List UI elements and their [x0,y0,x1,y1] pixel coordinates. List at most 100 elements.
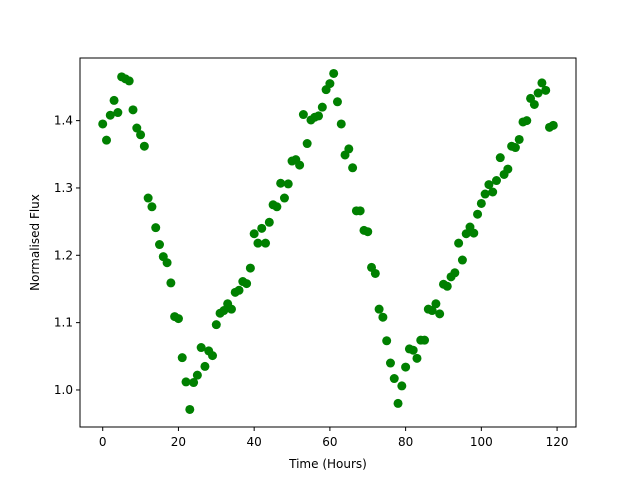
data-point [196,343,206,353]
data-point [173,314,183,324]
data-point [124,76,134,86]
data-point [155,240,165,250]
data-point [109,95,119,105]
data-point [533,88,543,98]
data-point [393,398,403,408]
data-point [495,153,505,163]
data-point [408,345,418,355]
data-point [461,229,471,239]
data-point [317,102,327,112]
data-point [162,258,172,268]
y-tick-label: 1.1 [54,316,73,330]
data-point [234,285,244,295]
data-point [541,85,551,95]
data-point [226,304,236,314]
plot-area [80,58,576,427]
data-point [276,178,286,188]
data-point [442,281,452,291]
data-point [283,179,293,189]
y-axis-label: Normalised Flux [28,194,42,291]
data-point [355,206,365,216]
x-axis-label: Time (Hours) [288,457,367,471]
data-point [389,374,399,384]
data-point [510,143,520,153]
data-point [295,160,305,170]
data-point [128,105,138,115]
data-point [435,309,445,319]
data-point [143,193,153,203]
y-tick-label: 1.3 [54,181,73,195]
data-point [412,353,422,363]
data-point [151,223,161,233]
data-point [253,238,263,248]
data-point [476,198,486,208]
data-point [529,99,539,109]
data-point [249,229,259,239]
data-point [454,238,464,248]
data-point [397,381,407,391]
data-point [113,108,123,118]
data-point [431,299,441,309]
data-point [242,279,252,289]
data-point [491,176,501,186]
data-point [450,268,460,278]
data-point [473,209,483,219]
data-point [548,120,558,130]
data-point [257,223,267,233]
data-point [132,123,142,133]
data-point [484,180,494,190]
data-point [272,202,282,212]
scatter-series [98,68,558,414]
data-point [136,130,146,140]
data-point [374,304,384,314]
data-point [200,361,210,371]
data-point [192,370,202,380]
data-point [329,68,339,78]
x-tick-label: 80 [398,435,413,449]
x-tick-label: 40 [247,435,262,449]
y-tick-label: 1.4 [54,114,73,128]
data-point [279,193,289,203]
data-point [261,238,271,248]
data-point [522,116,532,126]
x-tick-label: 0 [99,435,107,449]
data-point [480,189,490,199]
data-point [181,377,191,387]
axes: 0 20 40 60 80 100 120 1.0 1.1 1.2 1.3 1.4 [54,114,569,449]
data-point [537,78,547,88]
data-point [427,306,437,316]
data-point [469,228,479,238]
data-point [189,378,199,388]
data-point [420,335,430,345]
data-point [105,110,115,120]
x-tick-label: 60 [322,435,337,449]
data-point [348,163,358,173]
data-point [147,202,157,212]
y-tick-label: 1.2 [54,248,73,262]
data-point [219,306,229,316]
data-point [102,135,112,145]
data-point [298,110,308,120]
data-point [139,141,149,151]
plot-frame [79,57,577,428]
data-point [208,351,218,361]
data-point [264,217,274,227]
data-point [336,119,346,129]
x-tick-label: 20 [171,435,186,449]
data-point [344,144,354,154]
data-point [332,97,342,107]
data-point [401,362,411,372]
data-point [363,227,373,237]
data-point [503,164,513,174]
y-tick-label: 1.0 [54,383,73,397]
data-point [382,336,392,346]
data-point [488,187,498,197]
data-point [211,320,221,330]
data-point [325,79,335,89]
data-point [378,312,388,322]
data-point [98,119,108,129]
data-point [457,255,467,265]
data-point [177,353,187,363]
data-point [302,139,312,149]
